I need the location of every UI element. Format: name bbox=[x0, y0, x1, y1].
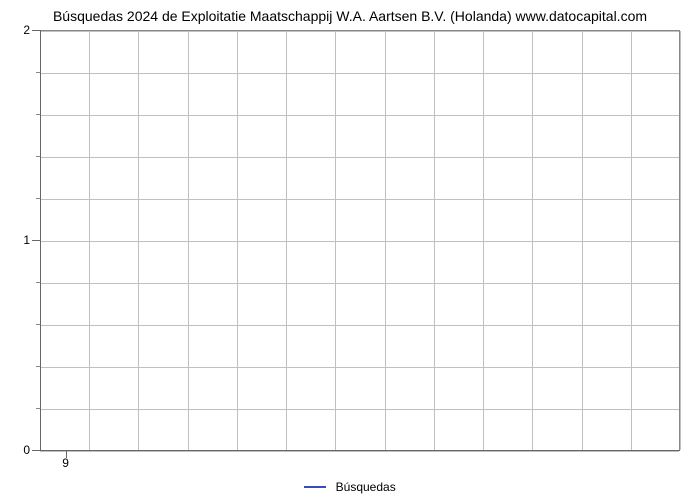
gridline-h bbox=[40, 325, 679, 326]
legend: Búsquedas bbox=[0, 479, 700, 494]
y-tick bbox=[32, 30, 40, 31]
y-minor-tick bbox=[36, 282, 40, 283]
y-minor-tick bbox=[36, 408, 40, 409]
y-minor-tick bbox=[36, 114, 40, 115]
y-tick bbox=[32, 240, 40, 241]
y-minor-tick bbox=[36, 198, 40, 199]
chart-container: Búsquedas 2024 de Exploitatie Maatschapp… bbox=[0, 0, 700, 500]
gridline-v bbox=[188, 31, 189, 450]
x-axis-line bbox=[40, 450, 680, 451]
gridline-h bbox=[40, 31, 679, 32]
gridline-h bbox=[40, 367, 679, 368]
gridline-h bbox=[40, 241, 679, 242]
y-minor-tick bbox=[36, 324, 40, 325]
y-minor-tick bbox=[36, 156, 40, 157]
gridline-h bbox=[40, 115, 679, 116]
gridline-v bbox=[483, 31, 484, 450]
gridline-h bbox=[40, 283, 679, 284]
gridline-h bbox=[40, 409, 679, 410]
x-tick-label: 9 bbox=[62, 456, 69, 470]
gridline-v bbox=[582, 31, 583, 450]
y-tick-label: 2 bbox=[10, 23, 30, 37]
gridline-h bbox=[40, 73, 679, 74]
y-tick bbox=[32, 450, 40, 451]
chart-title: Búsquedas 2024 de Exploitatie Maatschapp… bbox=[0, 8, 700, 24]
gridline-v bbox=[237, 31, 238, 450]
legend-label: Búsquedas bbox=[336, 480, 396, 494]
y-tick-label: 1 bbox=[10, 233, 30, 247]
gridline-v bbox=[286, 31, 287, 450]
legend-line-icon bbox=[304, 486, 326, 488]
y-minor-tick bbox=[36, 366, 40, 367]
y-minor-tick bbox=[36, 72, 40, 73]
gridline-v bbox=[680, 31, 681, 450]
gridline-h bbox=[40, 157, 679, 158]
gridline-h bbox=[40, 451, 679, 452]
gridline-v bbox=[385, 31, 386, 450]
gridline-v bbox=[631, 31, 632, 450]
y-axis-line bbox=[40, 30, 41, 450]
gridline-v bbox=[434, 31, 435, 450]
gridline-v bbox=[138, 31, 139, 450]
gridline-h bbox=[40, 199, 679, 200]
y-tick-label: 0 bbox=[10, 443, 30, 457]
plot-area bbox=[40, 30, 680, 450]
gridline-v bbox=[89, 31, 90, 450]
gridline-v bbox=[335, 31, 336, 450]
gridline-v bbox=[532, 31, 533, 450]
